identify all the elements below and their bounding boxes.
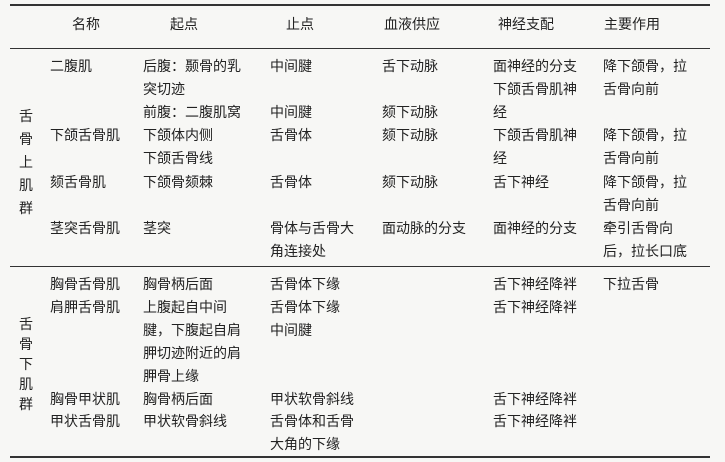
group-label-char: 上	[19, 155, 33, 171]
cell-origin: 后腹：颞骨的乳	[143, 59, 241, 75]
cell-origin: 甲状软骨斜线	[143, 414, 227, 431]
cell-action: 舌骨向前	[603, 197, 659, 214]
cell-blood: 面动脉的分支	[382, 220, 466, 237]
cell-insertion: 中间腱	[270, 105, 312, 122]
cell-origin: 上腹起自中间	[143, 299, 227, 316]
cell-insertion: 中间腱	[270, 322, 312, 339]
cell-nerve: 经	[493, 105, 507, 122]
group-divider-rule	[10, 266, 710, 267]
cell-name: 胸骨舌骨肌	[50, 277, 120, 293]
group-label-char: 骨	[19, 337, 33, 353]
group-label-char: 肌	[19, 178, 33, 194]
cell-name: 颏舌骨肌	[50, 174, 106, 191]
cell-blood: 颏下动脉	[382, 105, 438, 122]
cell-name: 胸骨甲状肌	[50, 391, 120, 408]
column-header: 血液供应	[384, 17, 440, 33]
column-header: 名称	[72, 17, 100, 33]
cell-insertion: 甲状软骨斜线	[270, 391, 354, 408]
group-label-char: 肌	[19, 377, 33, 393]
cell-blood: 颏下动脉	[382, 128, 438, 145]
cell-insertion: 舌骨体下缘	[270, 299, 340, 316]
cell-action: 降下颌骨，拉	[603, 128, 687, 145]
cell-origin: 前腹：二腹肌窝	[143, 105, 241, 122]
cell-origin: 突切迹	[143, 82, 185, 99]
cell-insertion: 舌骨体	[270, 128, 312, 145]
cell-nerve: 舌下神经降袢	[493, 299, 577, 316]
cell-nerve: 舌下神经降袢	[493, 277, 577, 293]
cell-action: 牵引舌骨向	[603, 220, 673, 237]
cell-action: 降下颌骨，拉	[603, 59, 687, 75]
group-label: 舌骨下肌群	[18, 316, 34, 416]
cell-action: 后，拉长口底	[603, 243, 687, 260]
bottom-rule	[10, 456, 710, 458]
cell-nerve: 下颌舌骨肌神	[493, 128, 577, 145]
cell-origin: 腱，下腹起自肩	[143, 322, 241, 339]
cell-action: 舌骨向前	[603, 151, 659, 168]
cell-nerve: 面神经的分支	[493, 59, 577, 75]
top-rule	[10, 4, 710, 6]
cell-blood: 颏下动脉	[382, 174, 438, 191]
cell-origin: 胛切迹附近的肩	[143, 345, 241, 362]
cell-origin: 下颌舌骨线	[143, 151, 213, 168]
cell-origin: 胸骨柄后面	[143, 277, 213, 293]
group-label: 舌骨上肌群	[18, 108, 34, 223]
group-label-char: 舌	[19, 317, 33, 333]
cell-name: 茎突舌骨肌	[50, 220, 120, 237]
cell-insertion: 舌骨体下缘	[270, 277, 340, 293]
cell-name: 肩胛舌骨肌	[50, 299, 120, 316]
cell-nerve: 舌下神经	[493, 174, 549, 191]
cell-action: 降下颌骨，拉	[603, 174, 687, 191]
group-label-char: 群	[19, 397, 33, 413]
cell-insertion: 大角的下缘	[270, 437, 340, 454]
cell-insertion: 骨体与舌骨大	[270, 220, 354, 237]
cell-name: 下颌舌骨肌	[50, 128, 120, 145]
column-header: 起点	[170, 17, 198, 33]
column-header: 主要作用	[604, 17, 660, 33]
cell-origin: 茎突	[143, 220, 171, 237]
cell-origin: 下颌骨颏棘	[143, 174, 213, 191]
cell-action: 下拉舌骨	[603, 277, 659, 293]
cell-insertion: 舌骨体和舌骨	[270, 414, 354, 431]
cell-nerve: 经	[493, 151, 507, 168]
group-label-char: 骨	[19, 132, 33, 148]
group-label-char: 舌	[19, 109, 33, 125]
group-label-char: 下	[19, 357, 33, 373]
cell-name: 甲状舌骨肌	[50, 414, 120, 431]
cell-name: 二腹肌	[50, 59, 92, 75]
cell-origin: 胛骨上缘	[143, 368, 199, 385]
cell-insertion: 角连接处	[270, 243, 326, 260]
column-header: 神经支配	[498, 17, 554, 33]
cell-nerve: 舌下神经降袢	[493, 414, 577, 431]
group-label-char: 群	[19, 201, 33, 217]
header-rule	[10, 48, 710, 49]
cell-origin: 下颌体内侧	[143, 128, 213, 145]
cell-insertion: 舌骨体	[270, 174, 312, 191]
column-header: 止点	[286, 17, 314, 33]
cell-nerve: 下颌舌骨肌神	[493, 82, 577, 99]
cell-nerve: 面神经的分支	[493, 220, 577, 237]
cell-blood: 舌下动脉	[382, 59, 438, 75]
cell-nerve: 舌下神经降袢	[493, 391, 577, 408]
cell-origin: 胸骨柄后面	[143, 391, 213, 408]
cell-action: 舌骨向前	[603, 82, 659, 99]
cell-insertion: 中间腱	[270, 59, 312, 75]
